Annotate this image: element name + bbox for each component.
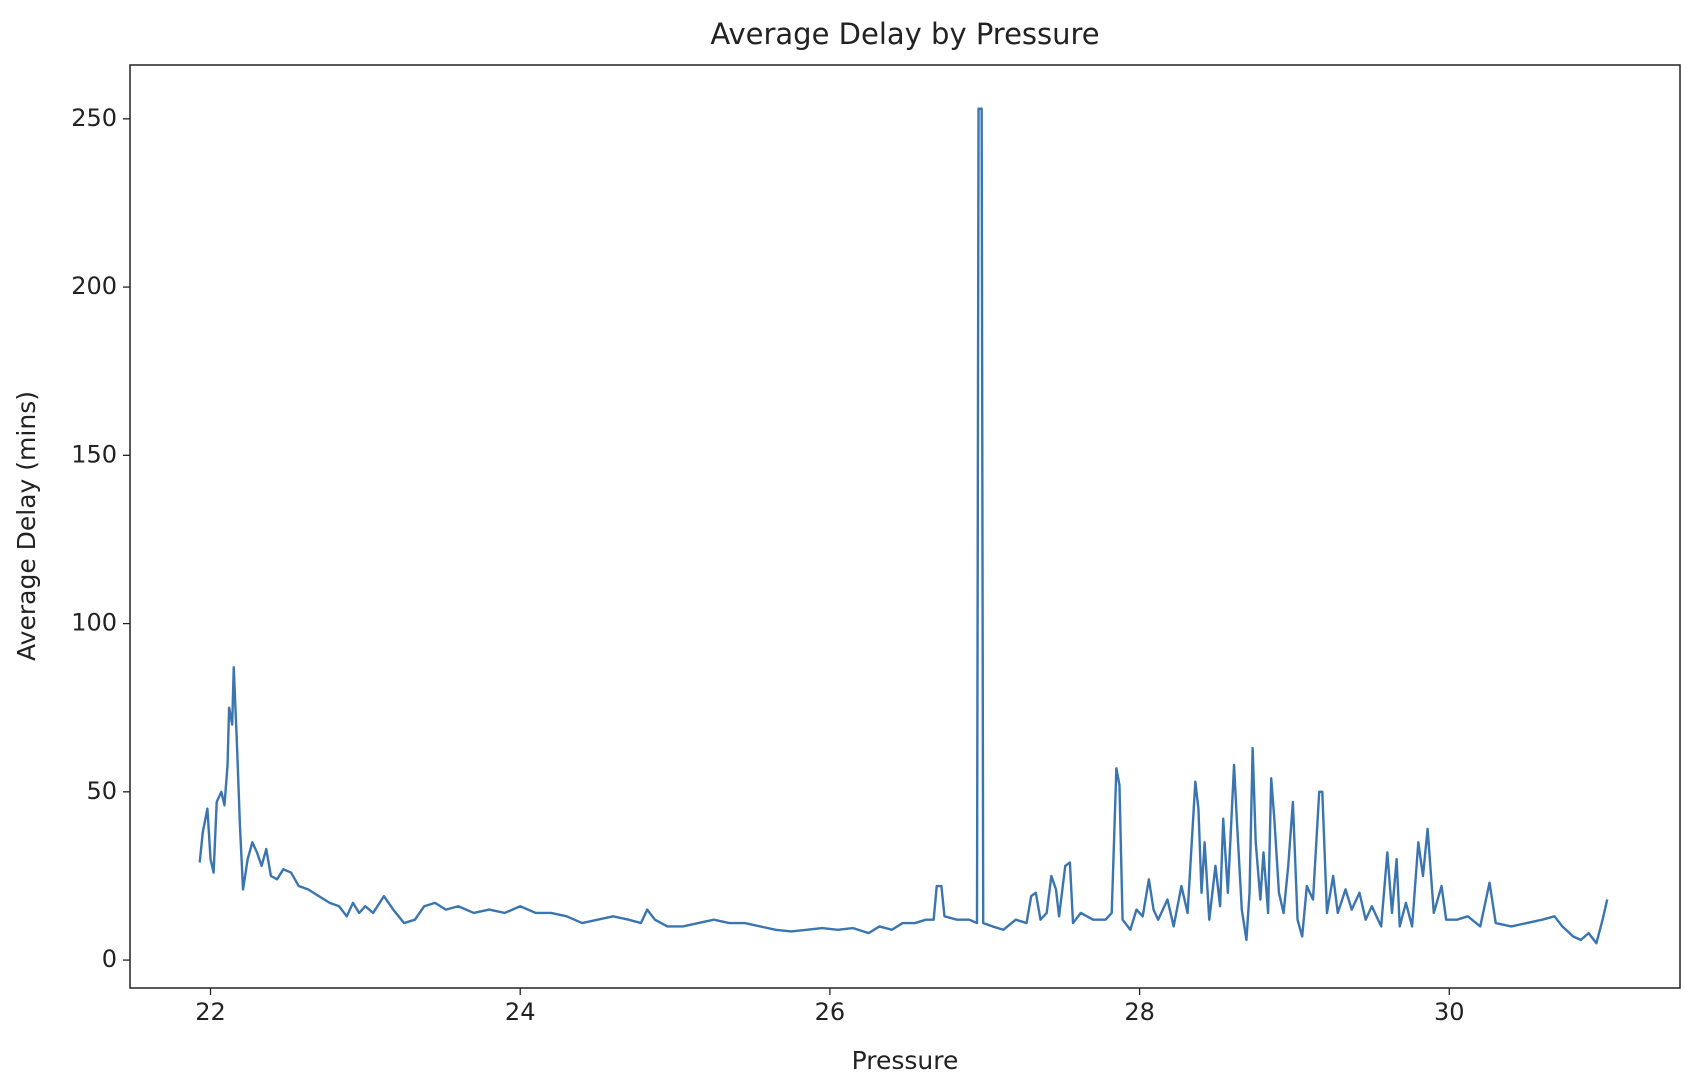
y-tick-label: 100 <box>71 609 117 637</box>
x-tick-label: 24 <box>505 998 536 1026</box>
y-tick-label: 0 <box>102 945 117 973</box>
y-tick-label: 200 <box>71 272 117 300</box>
y-tick-label: 150 <box>71 440 117 468</box>
y-tick-label: 250 <box>71 104 117 132</box>
x-axis-label: Pressure <box>852 1046 959 1075</box>
x-tick-label: 30 <box>1434 998 1465 1026</box>
chart-title: Average Delay by Pressure <box>710 17 1099 51</box>
data-line <box>198 107 1609 945</box>
x-tick-label: 22 <box>195 998 226 1026</box>
x-tick-label: 28 <box>1124 998 1155 1026</box>
y-tick-label: 50 <box>86 777 117 805</box>
y-axis-label: Average Delay (mins) <box>12 391 41 661</box>
x-tick-label: 26 <box>815 998 846 1026</box>
plot-frame <box>129 64 1681 989</box>
